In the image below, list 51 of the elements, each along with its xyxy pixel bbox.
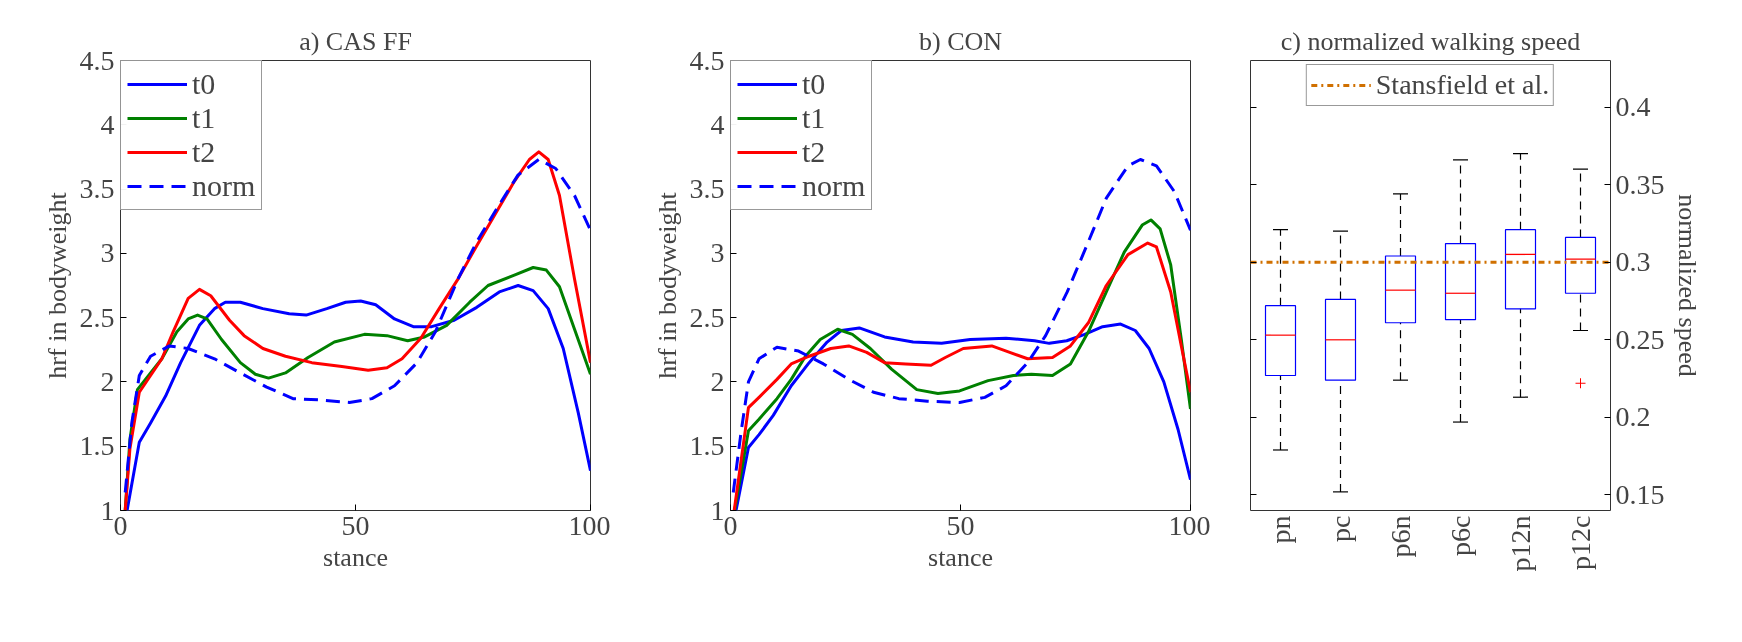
x-tick-label: pc: [1325, 515, 1356, 542]
x-tick-label: p6c: [1445, 515, 1476, 556]
y-tick-label: 0.25: [1615, 323, 1665, 355]
y-tick-label: 2.5: [79, 301, 115, 333]
y-tick-label: 4: [100, 108, 115, 140]
y-tick-label: 4: [710, 108, 725, 140]
x-tick-label: 100: [568, 509, 611, 541]
legend-label: t2: [192, 135, 216, 169]
y-tick-label: 0.15: [1615, 478, 1665, 510]
y-tick-label: 0.35: [1615, 168, 1665, 200]
x-tick-label: 0: [723, 509, 738, 541]
y-axis-title: hrf in bodyweight: [652, 191, 682, 379]
legend-label: t0: [192, 67, 216, 101]
y-tick-label: 0.4: [1615, 91, 1651, 123]
y-tick-label: 1: [100, 494, 115, 526]
y-tick-label: 1.5: [79, 430, 115, 462]
chart-title: c) normalized walking speed: [1280, 26, 1581, 56]
y-tick-label: 3: [710, 237, 725, 269]
y-tick-label: 3: [100, 237, 115, 269]
x-tick-label: 50: [341, 509, 370, 541]
chart-title: b) CON: [918, 26, 1003, 56]
x-tick-label: pn: [1265, 515, 1296, 544]
y-tick-label: 0.3: [1615, 246, 1651, 278]
x-tick-label: 0: [113, 509, 128, 541]
y-tick-label: 3.5: [689, 173, 725, 205]
x-axis-title: stance: [323, 542, 388, 572]
x-tick-label: p12c: [1565, 515, 1596, 570]
y-tick-label: 1: [710, 494, 725, 526]
y-tick-label: 3.5: [79, 173, 115, 205]
chart-title: a) CAS FF: [299, 26, 412, 56]
x-axis-title: stance: [928, 542, 993, 572]
legend-label: norm: [802, 169, 866, 203]
y-axis-title: hrf in bodyweight: [42, 191, 72, 379]
legend-label: t0: [802, 67, 826, 101]
x-tick-label: p12n: [1505, 515, 1536, 572]
legend-label: norm: [192, 169, 256, 203]
x-tick-label: 50: [946, 509, 975, 541]
legend-label: t2: [802, 135, 826, 169]
y-tick-label: 0.2: [1615, 401, 1651, 433]
legend-label: t1: [802, 101, 826, 135]
legend-label: Stansfield et al.: [1375, 69, 1550, 101]
y-tick-label: 1.5: [689, 430, 725, 462]
y-axis-title: normalized speed: [1672, 194, 1702, 377]
x-tick-label: p6n: [1385, 515, 1416, 558]
y-tick-label: 2: [710, 365, 725, 397]
y-tick-label: 2.5: [689, 301, 725, 333]
y-tick-label: 2: [100, 365, 115, 397]
legend-label: t1: [192, 101, 216, 135]
y-tick-label: 4.5: [689, 44, 725, 76]
x-tick-label: 100: [1168, 509, 1211, 541]
y-tick-label: 4.5: [79, 44, 115, 76]
